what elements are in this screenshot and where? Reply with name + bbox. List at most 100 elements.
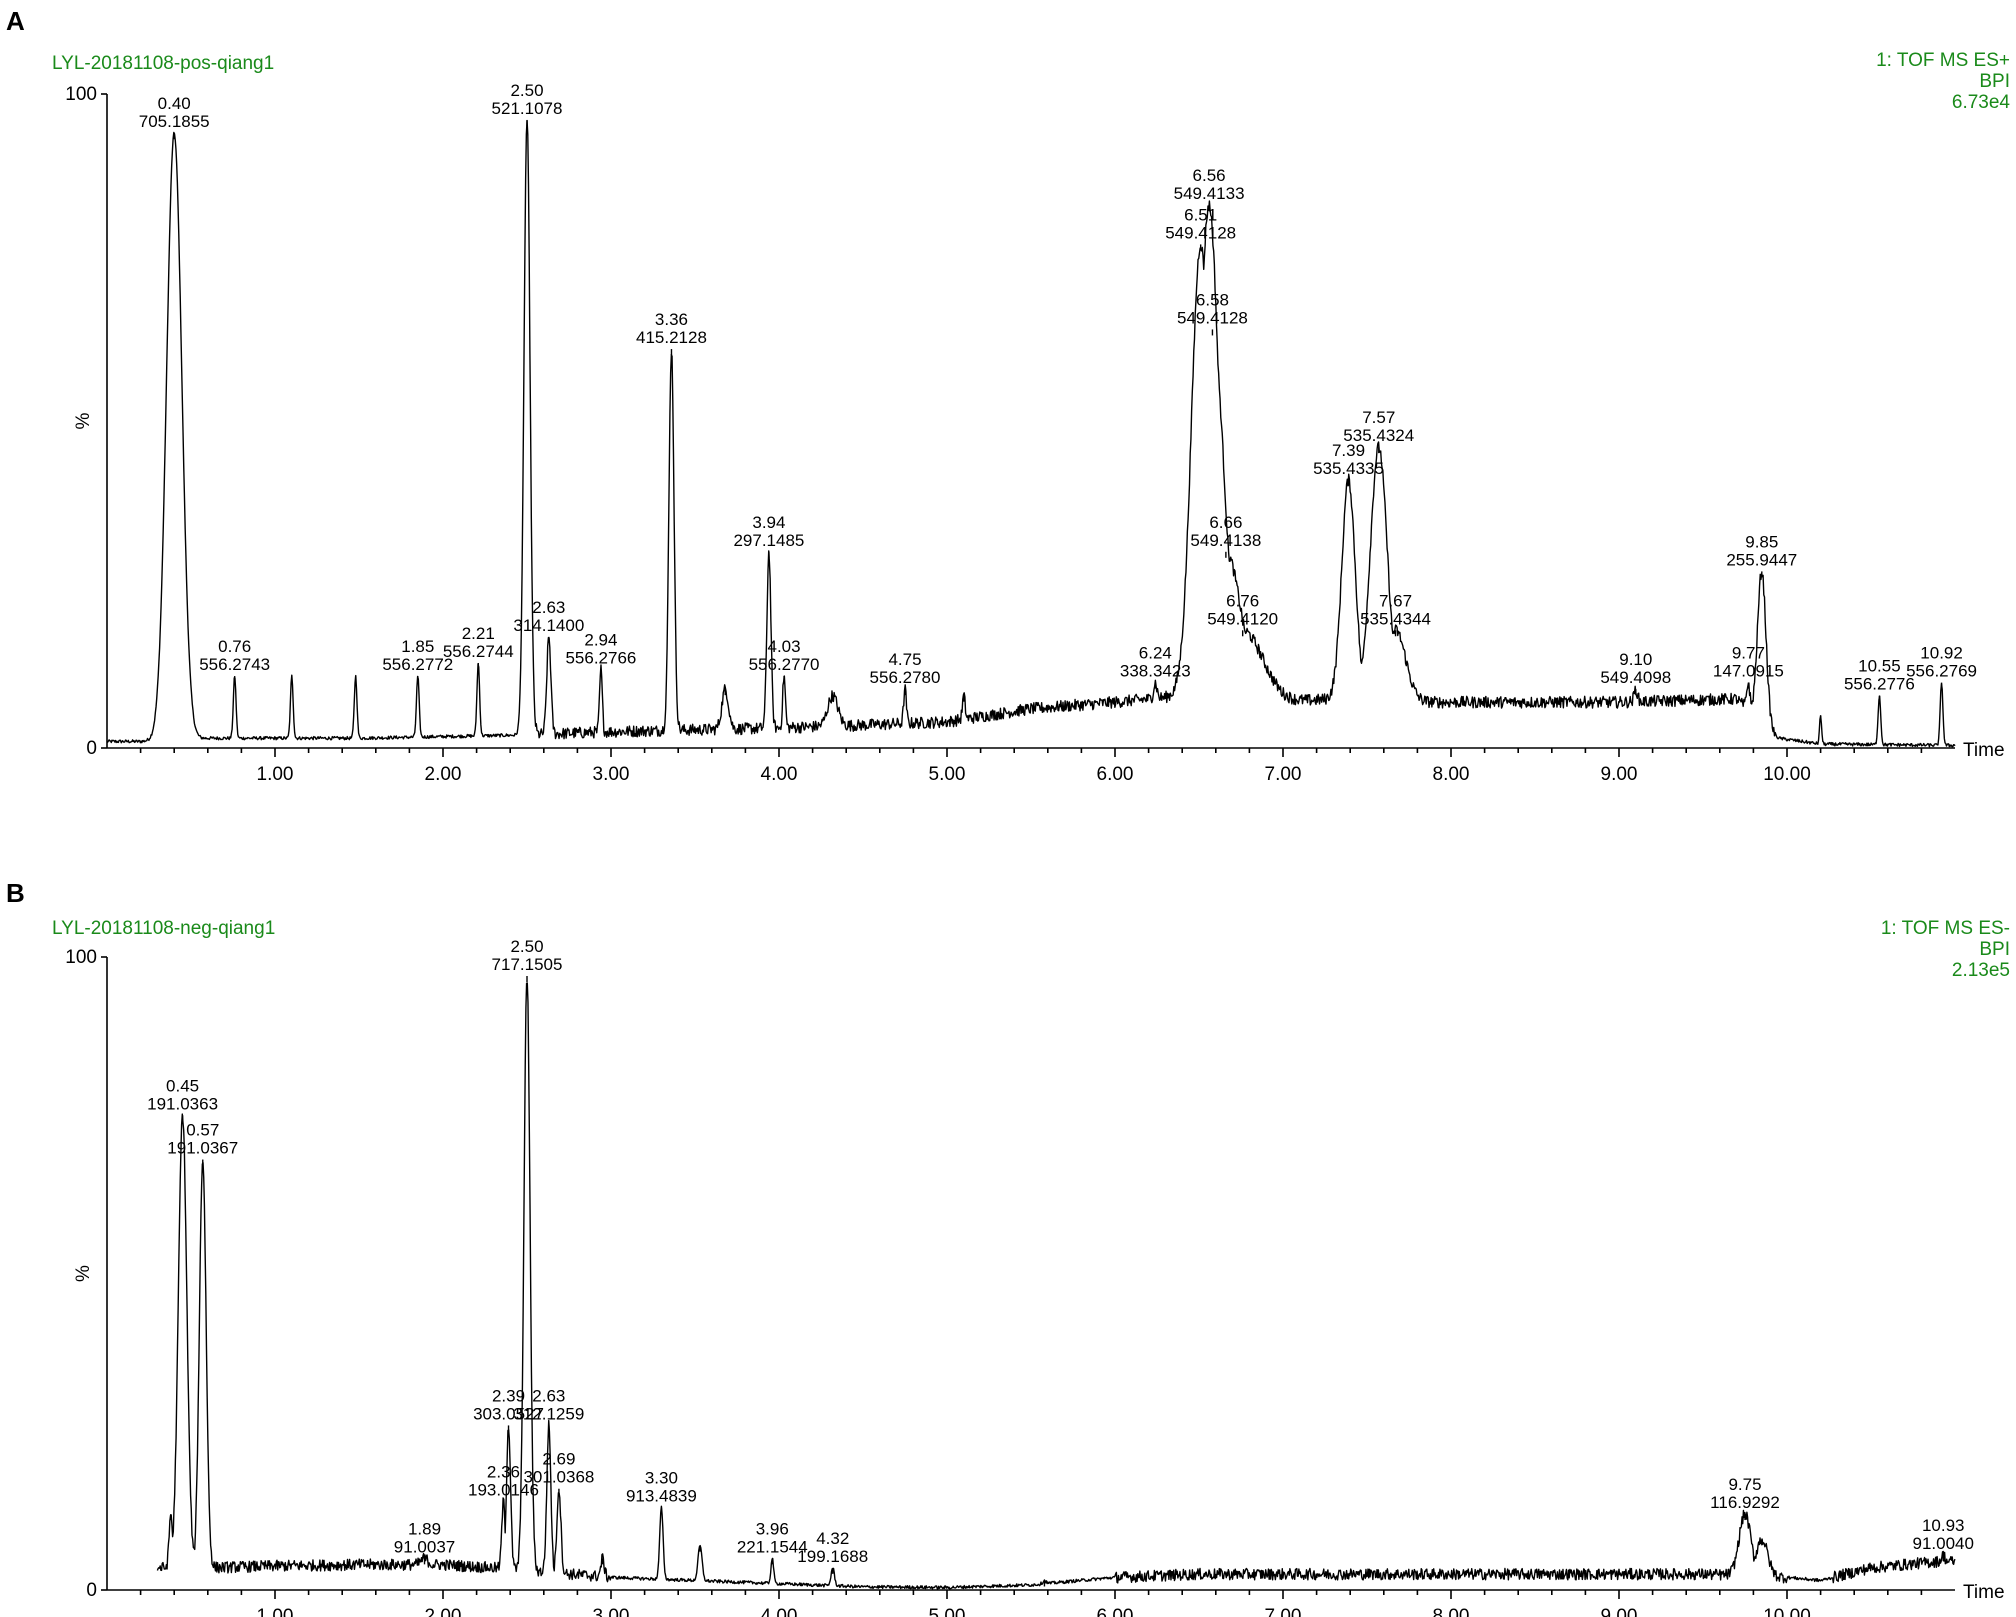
peak-mz: 255.9447	[1726, 550, 1797, 569]
panel-a: A LYL-20181108-pos-qiang1 1: TOF MS ES+BPI…	[6, 6, 2010, 785]
peak-mz: 191.0363	[147, 1094, 218, 1113]
peak-retention-time: 3.96	[756, 1519, 789, 1538]
x-tick-label: 3.00	[593, 1606, 630, 1617]
acquisition-info-line: BPI	[1979, 939, 2010, 960]
peak-retention-time: 2.36	[487, 1462, 520, 1481]
peak-retention-time: 3.36	[655, 310, 688, 329]
peak-retention-time: 10.92	[1920, 644, 1963, 663]
x-tick-label: 9.00	[1601, 764, 1638, 785]
peak-retention-time: 3.30	[645, 1469, 678, 1488]
peak-retention-time: 6.51	[1184, 205, 1217, 224]
panel-letter: B	[6, 878, 25, 908]
peak-mz: 535.4335	[1313, 459, 1384, 478]
peak-retention-time: 9.10	[1619, 650, 1652, 669]
sample-name: LYL-20181108-pos-qiang1	[52, 53, 274, 74]
peak-mz: 705.1855	[139, 112, 210, 131]
x-tick-label: 4.00	[761, 764, 798, 785]
peak-mz: 556.2743	[199, 655, 270, 674]
x-tick-label: 8.00	[1433, 1606, 1470, 1617]
panel-b: B LYL-20181108-neg-qiang1 1: TOF MS ES-BPI…	[6, 878, 2010, 1617]
x-tick-label: 6.00	[1097, 764, 1134, 785]
chromatogram-trace	[156, 982, 1956, 1590]
peak-retention-time: 2.63	[532, 598, 565, 617]
peak-retention-time: 1.85	[401, 637, 434, 656]
chromatogram-trace	[106, 119, 1956, 748]
peak-retention-time: 6.56	[1193, 166, 1226, 185]
sample-name: LYL-20181108-neg-qiang1	[52, 918, 275, 939]
peak-mz: 556.2772	[382, 655, 453, 674]
peak-retention-time: 7.67	[1379, 591, 1412, 610]
y-axis-label: %	[73, 412, 94, 429]
x-tick-label: 5.00	[929, 1606, 966, 1617]
peak-mz: 301.0368	[523, 1468, 594, 1487]
peak-retention-time: 10.55	[1858, 657, 1901, 676]
peak-mz: 91.0040	[1913, 1534, 1974, 1553]
acquisition-info-line: 2.13e5	[1952, 960, 2010, 981]
peak-mz: 549.4138	[1190, 531, 1261, 550]
peak-mz: 535.4324	[1343, 426, 1414, 445]
peak-mz: 338.3423	[1120, 662, 1191, 681]
peak-retention-time: 1.89	[408, 1519, 441, 1538]
peak-retention-time: 4.03	[767, 637, 800, 656]
peak-retention-time: 6.76	[1226, 591, 1259, 610]
peak-mz: 116.9292	[1710, 1493, 1780, 1512]
peak-mz: 556.2766	[565, 649, 636, 668]
y-tick-label: 100	[65, 947, 97, 968]
peak-mz: 221.1544	[737, 1537, 808, 1556]
peak-retention-time: 2.69	[542, 1450, 575, 1469]
peak-retention-time: 2.39	[492, 1386, 525, 1405]
peak-retention-time: 9.75	[1728, 1475, 1761, 1494]
acquisition-info-line: 1: TOF MS ES-	[1881, 918, 2010, 939]
acquisition-info-line: BPI	[1979, 71, 2010, 92]
peak-retention-time: 2.50	[510, 81, 543, 100]
peak-mz: 415.2128	[636, 328, 707, 347]
x-tick-label: 2.00	[425, 1606, 462, 1617]
peak-mz: 303.0527	[473, 1404, 544, 1423]
x-tick-label: 10.00	[1763, 764, 1811, 785]
peak-retention-time: 9.85	[1745, 532, 1778, 551]
peak-retention-time: 2.21	[462, 624, 495, 643]
peak-mz: 556.2770	[749, 655, 820, 674]
peak-retention-time: 4.32	[816, 1529, 849, 1548]
x-tick-label: 3.00	[593, 764, 630, 785]
peak-mz: 297.1485	[733, 531, 804, 550]
peak-mz: 549.4120	[1207, 609, 1278, 628]
x-tick-label: 9.00	[1601, 1606, 1638, 1617]
peak-mz: 556.2776	[1844, 675, 1915, 694]
x-axis-label: Time	[1963, 740, 2005, 761]
peak-mz: 521.1078	[492, 99, 563, 118]
peak-retention-time: 7.39	[1332, 441, 1365, 460]
peak-mz: 549.4128	[1177, 308, 1248, 327]
peak-mz: 91.0037	[394, 1537, 455, 1556]
x-tick-label: 2.00	[425, 764, 462, 785]
peak-retention-time: 6.24	[1139, 644, 1172, 663]
x-tick-label: 1.00	[257, 1606, 294, 1617]
x-tick-label: 8.00	[1433, 764, 1470, 785]
y-tick-label: 100	[65, 84, 97, 105]
x-tick-label: 5.00	[929, 764, 966, 785]
x-tick-label: 4.00	[761, 1606, 798, 1617]
peak-mz: 556.2744	[443, 642, 514, 661]
peak-retention-time: 2.94	[584, 631, 617, 650]
peak-retention-time: 2.50	[510, 937, 543, 956]
peak-retention-time: 6.58	[1196, 290, 1229, 309]
peak-retention-time: 0.40	[158, 94, 191, 113]
peak-mz: 556.2780	[870, 668, 941, 687]
x-tick-label: 6.00	[1097, 1606, 1134, 1617]
peak-mz: 193.0146	[468, 1480, 539, 1499]
peak-mz: 556.2769	[1906, 662, 1977, 681]
peak-mz: 549.4098	[1600, 668, 1671, 687]
x-tick-label: 10.00	[1763, 1606, 1811, 1617]
peak-retention-time: 0.57	[186, 1121, 219, 1140]
x-tick-label: 7.00	[1265, 1606, 1302, 1617]
peak-retention-time: 7.57	[1362, 408, 1395, 427]
peak-mz: 312.1259	[513, 1404, 584, 1423]
x-tick-label: 1.00	[257, 764, 294, 785]
acquisition-info-line: 6.73e4	[1952, 92, 2011, 113]
peak-mz: 717.1505	[492, 955, 563, 974]
y-tick-label: 0	[86, 738, 97, 759]
peak-mz: 191.0367	[167, 1139, 238, 1158]
panel-letter: A	[6, 6, 25, 36]
peak-mz: 549.4133	[1174, 184, 1245, 203]
